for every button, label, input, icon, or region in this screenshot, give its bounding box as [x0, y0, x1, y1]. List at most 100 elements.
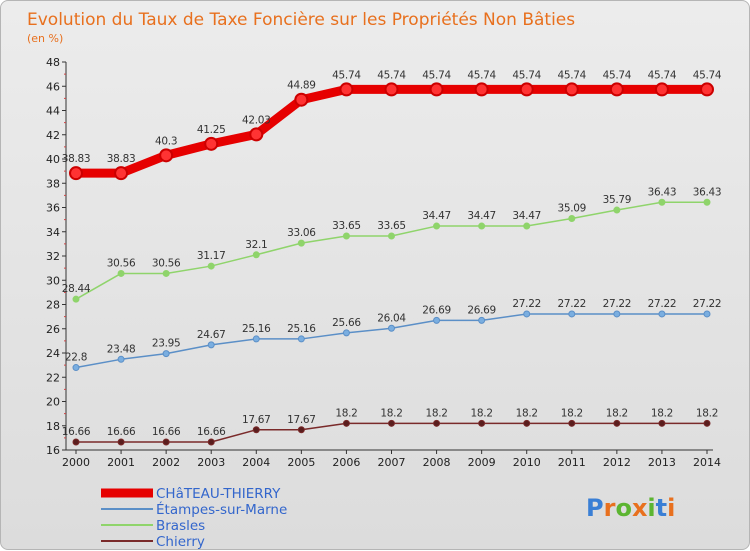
data-label: 18.2	[471, 407, 493, 419]
data-point	[478, 419, 486, 427]
x-tick-label: 2012	[603, 456, 631, 469]
data-point	[564, 82, 579, 97]
data-point	[252, 426, 260, 434]
data-point	[658, 419, 666, 427]
x-tick-label: 2009	[468, 456, 496, 469]
data-point	[249, 127, 264, 142]
data-label: 34.47	[512, 210, 541, 222]
data-point	[478, 316, 486, 324]
chart-unit-label: (en %)	[27, 32, 63, 45]
data-label: 23.95	[152, 338, 181, 350]
y-tick-label: 16	[46, 444, 60, 457]
series-layer	[69, 82, 714, 446]
data-point	[658, 310, 666, 318]
data-label: 45.74	[603, 69, 632, 81]
data-label: 27.22	[512, 298, 541, 310]
data-point	[388, 232, 395, 240]
data-label: 26.04	[377, 312, 406, 324]
data-point	[384, 82, 399, 97]
y-tick-label: 28	[46, 299, 60, 312]
data-label: 38.83	[107, 153, 136, 165]
data-label: 32.1	[245, 239, 267, 251]
data-label: 45.74	[558, 69, 587, 81]
data-labels: 16.66 16.66 16.66 16.66 17.67 17.67 18.2 18.2 18…	[62, 69, 722, 438]
data-point	[429, 82, 444, 97]
data-label: 16.66	[107, 426, 136, 438]
data-point	[297, 335, 305, 343]
data-point	[703, 419, 711, 427]
data-label: 45.74	[648, 69, 677, 81]
data-label: 23.48	[107, 343, 136, 355]
y-tick-label: 44	[46, 105, 60, 118]
data-label: 22.8	[65, 352, 87, 364]
data-point	[523, 419, 531, 427]
data-point	[613, 310, 621, 318]
data-point	[433, 316, 441, 324]
data-label: 18.2	[561, 407, 583, 419]
y-tick-label: 42	[46, 129, 60, 142]
data-point	[117, 269, 125, 277]
data-label: 18.2	[606, 407, 628, 419]
data-point	[568, 215, 576, 223]
x-tick-label: 2002	[152, 456, 180, 469]
x-tick-label: 2013	[648, 456, 676, 469]
x-tick-label: 2007	[378, 456, 406, 469]
y-tick-label: 18	[46, 420, 60, 433]
y-tick-label: 26	[46, 323, 60, 336]
data-label: 45.74	[332, 69, 361, 81]
data-point	[474, 82, 489, 97]
data-point	[117, 355, 125, 363]
data-point	[433, 419, 441, 427]
data-label: 31.17	[197, 250, 226, 262]
data-label: 27.22	[648, 298, 677, 310]
data-point	[114, 166, 129, 181]
data-label: 35.79	[603, 194, 632, 206]
x-tick-label: 2014	[693, 456, 721, 469]
axes: 16 18 20 22 24 26 28 30 32 34 36 38 40 42 44 46 48 2000 20…	[46, 56, 721, 469]
data-label: 45.74	[467, 69, 496, 81]
y-tick-label: 38	[46, 177, 60, 190]
data-point	[342, 419, 350, 427]
data-label: 18.2	[335, 407, 357, 419]
data-label: 26.69	[422, 304, 451, 316]
data-point	[252, 251, 260, 259]
legend-label: Brasles	[156, 518, 205, 534]
data-point	[294, 92, 309, 107]
legend-label: Étampes-sur-Marne	[156, 501, 287, 518]
data-point	[297, 239, 305, 247]
y-tick-label: 30	[46, 274, 60, 287]
data-point	[72, 364, 80, 372]
data-point	[207, 341, 215, 349]
data-label: 25.16	[242, 323, 271, 335]
data-point	[117, 438, 125, 446]
legend-label: CHâTEAU-THIERRY	[156, 486, 281, 502]
x-tick-label: 2000	[62, 456, 90, 469]
chart-title: Evolution du Taux de Taxe Foncière sur l…	[27, 10, 575, 30]
y-tick-label: 48	[46, 56, 60, 69]
x-tick-label: 2005	[287, 456, 315, 469]
proxiti-logo: Proxiti	[586, 494, 675, 522]
data-label: 28.44	[62, 283, 91, 295]
data-point	[478, 222, 486, 230]
data-label: 17.67	[242, 414, 271, 426]
x-tick-label: 2006	[332, 456, 360, 469]
data-label: 34.47	[467, 210, 496, 222]
data-point	[159, 148, 174, 163]
logo-letter: r	[604, 494, 616, 522]
data-label: 36.43	[693, 186, 722, 198]
logo-letter: t	[656, 494, 667, 522]
logo-letter: i	[647, 494, 655, 522]
data-label: 33.06	[287, 227, 316, 239]
data-point	[72, 438, 80, 446]
x-tick-label: 2003	[197, 456, 225, 469]
data-label: 33.65	[377, 220, 406, 232]
data-label: 41.25	[197, 124, 226, 136]
legend-label: Chierry	[156, 534, 205, 550]
data-label: 40.3	[155, 135, 177, 147]
data-label: 30.56	[152, 257, 181, 269]
data-point	[388, 419, 395, 427]
data-point	[703, 198, 711, 206]
data-point	[72, 295, 80, 303]
y-tick-label: 34	[46, 226, 60, 239]
